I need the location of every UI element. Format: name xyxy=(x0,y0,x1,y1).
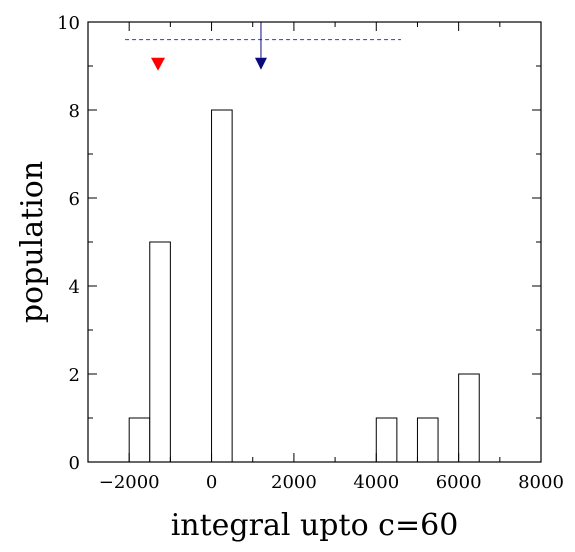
x-tick-label: 4000 xyxy=(353,472,399,493)
y-tick-label: 10 xyxy=(57,13,80,34)
tick-labels: −2000 0 2000 4000 6000 8000 0 2 4 6 8 10 xyxy=(57,13,564,493)
histogram-bars xyxy=(128,109,480,463)
y-tick-label: 4 xyxy=(69,277,80,298)
y-tick-label: 0 xyxy=(69,453,80,474)
x-tick-label: 6000 xyxy=(436,472,482,493)
blue-arrow-head xyxy=(254,57,267,70)
x-tick-label: −2000 xyxy=(99,472,160,493)
y-tick-label: 6 xyxy=(69,189,80,210)
x-tick-label: 0 xyxy=(206,472,217,493)
axis-ticks xyxy=(87,21,542,463)
y-axis-label: population xyxy=(15,161,50,323)
histogram-bar xyxy=(375,417,398,463)
x-tick-label: 8000 xyxy=(518,472,564,493)
histogram-bar xyxy=(149,241,171,463)
histogram-bar xyxy=(211,109,233,463)
red-triangle-marker xyxy=(151,57,166,71)
annotations xyxy=(125,22,401,71)
histogram-bar xyxy=(458,373,480,463)
y-tick-label: 8 xyxy=(69,101,80,122)
x-axis-label: integral upto c=60 xyxy=(171,508,459,543)
x-tick-label: 2000 xyxy=(271,472,317,493)
histogram-bar xyxy=(416,417,439,463)
y-tick-label: 2 xyxy=(69,365,80,386)
histogram-bar xyxy=(128,417,151,463)
